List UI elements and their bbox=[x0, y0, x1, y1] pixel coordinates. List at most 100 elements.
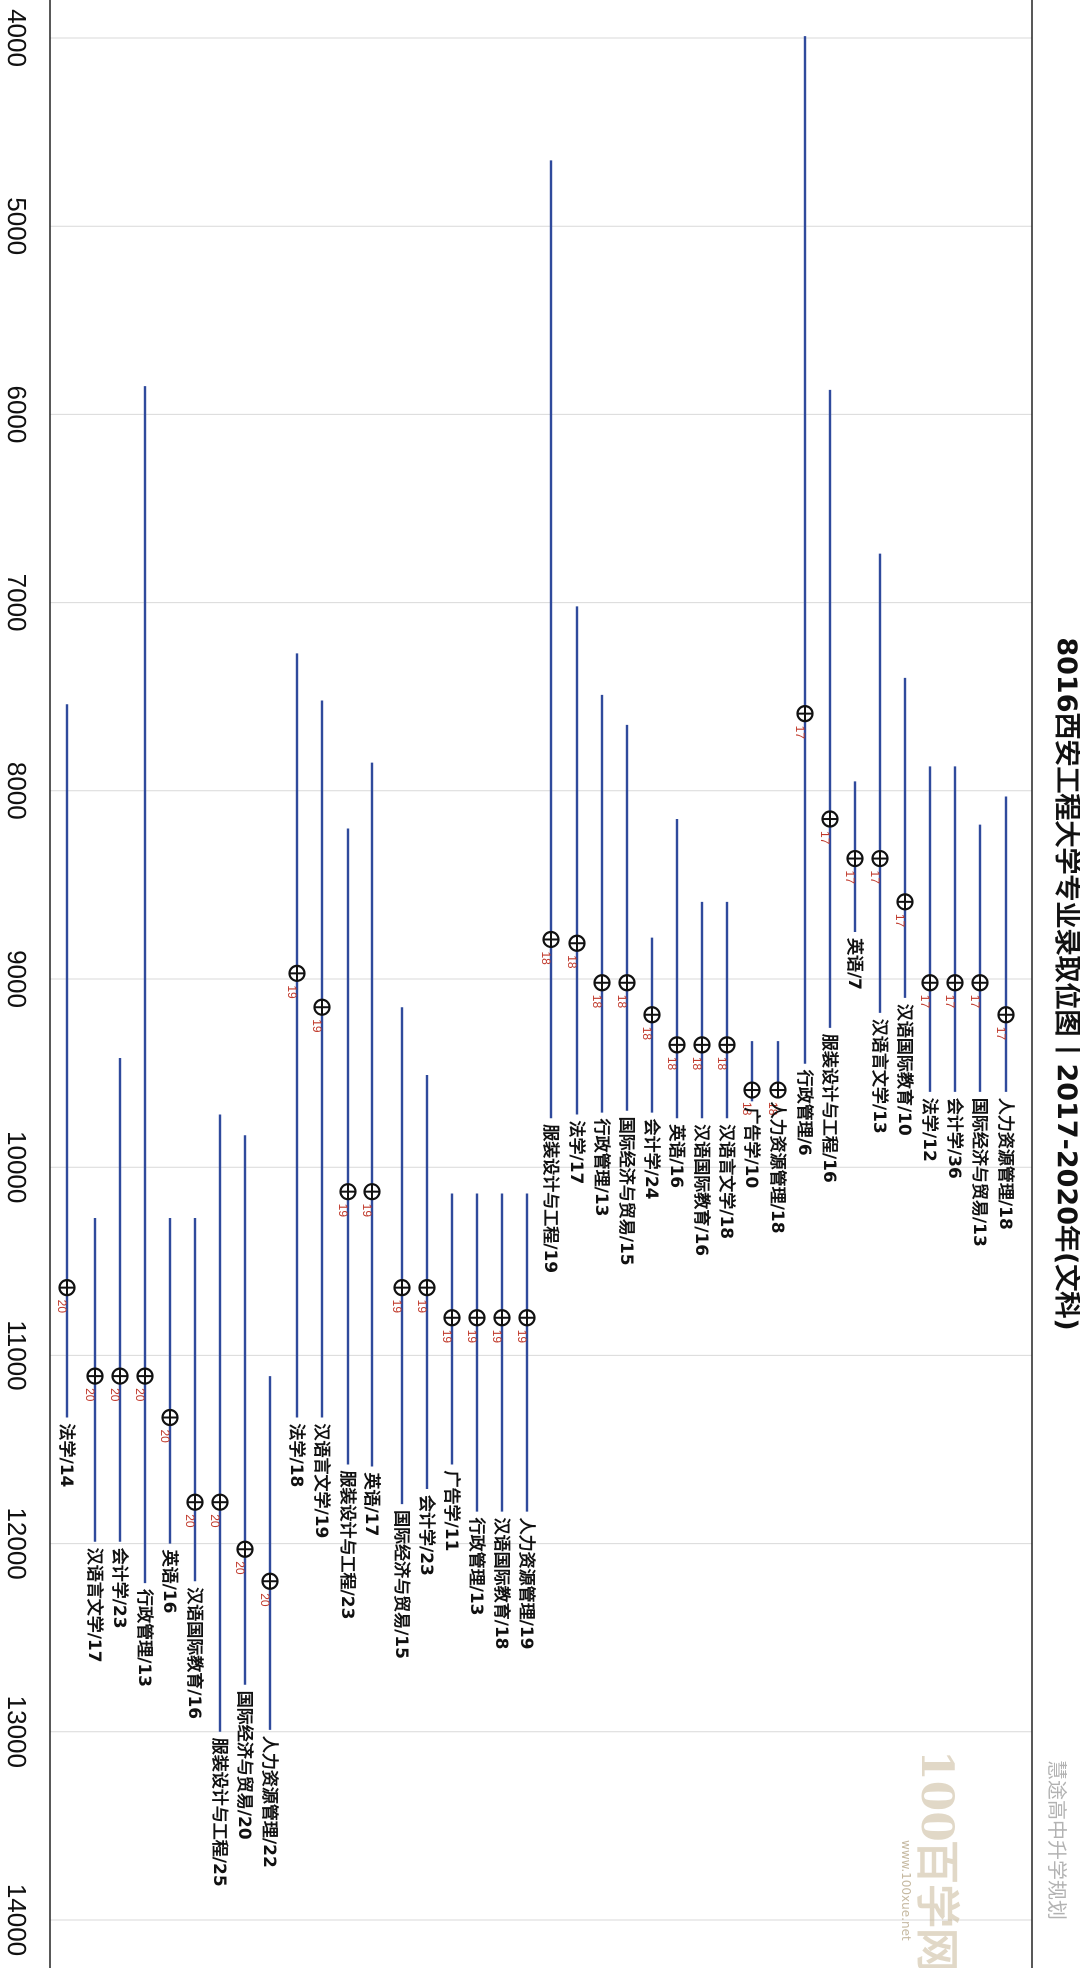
major-label: 汉语国际教育/18 bbox=[491, 1518, 512, 1650]
year-label: 19 bbox=[465, 1330, 479, 1344]
major-label: 国际经济与贸易/20 bbox=[234, 1691, 255, 1840]
series-item: 17 汉语国际教育/10 bbox=[893, 677, 915, 1136]
series-item: 17 汉语言文学/13 bbox=[868, 553, 890, 1134]
major-label: 汉语言文学/18 bbox=[716, 1124, 737, 1239]
year-label: 18 bbox=[640, 1027, 654, 1041]
tick-label: 4000 bbox=[2, 9, 32, 67]
year-label: 19 bbox=[415, 1300, 429, 1314]
series-item: 17 服装设计与工程/16 bbox=[818, 389, 840, 1183]
year-label: 20 bbox=[158, 1430, 172, 1444]
year-label: 19 bbox=[440, 1330, 454, 1344]
series-item: 18 国际经济与贸易/15 bbox=[615, 724, 637, 1266]
year-label: 18 bbox=[690, 1057, 704, 1071]
major-label: 人力资源管理/22 bbox=[259, 1736, 280, 1868]
major-label: 英语/16 bbox=[666, 1124, 687, 1188]
series-item: 19 行政管理/13 bbox=[465, 1193, 487, 1615]
year-label: 19 bbox=[490, 1330, 504, 1344]
series-item: 17 法学/12 bbox=[918, 766, 940, 1162]
series-item: 19 会计学/23 bbox=[415, 1074, 437, 1576]
value-axis-ticks: 4000 5000 6000 7000 8000 9000 10000 11000 12000 1… bbox=[2, 9, 32, 1956]
major-label: 汉语国际教育/16 bbox=[691, 1124, 712, 1256]
major-label: 会计学/23 bbox=[416, 1495, 437, 1576]
series-item: 17 人力资源管理/18 bbox=[994, 796, 1016, 1230]
year-label: 17 bbox=[918, 995, 932, 1009]
series-item: 19 广告学/11 bbox=[440, 1193, 462, 1552]
major-label: 汉语国际教育/10 bbox=[894, 1004, 915, 1136]
major-label: 国际经济与贸易/15 bbox=[391, 1510, 412, 1659]
series-item: 20 人力资源管理/22 bbox=[258, 1376, 280, 1868]
series-item: 18 法学/17 bbox=[565, 606, 587, 1184]
year-label: 17 bbox=[968, 995, 982, 1009]
tick-label: 7000 bbox=[2, 574, 32, 632]
major-label: 人力资源管理/18 bbox=[767, 1102, 788, 1234]
major-label: 汉语国际教育/16 bbox=[184, 1587, 205, 1719]
tick-label: 13000 bbox=[2, 1696, 32, 1768]
major-label: 会计学/23 bbox=[109, 1548, 130, 1629]
major-label: 广告学/11 bbox=[441, 1471, 462, 1552]
major-label: 汉语言文学/13 bbox=[869, 1019, 890, 1134]
series-item: 20 汉语国际教育/16 bbox=[183, 1218, 205, 1719]
tick-label: 11000 bbox=[2, 1320, 32, 1390]
year-label: 17 bbox=[793, 726, 807, 740]
major-label: 法学/17 bbox=[566, 1121, 587, 1185]
series-item: 20 英语/16 bbox=[158, 1218, 180, 1613]
series-item: 17 英语/7 bbox=[843, 781, 865, 990]
tick-label: 8000 bbox=[2, 762, 32, 820]
year-label: 18 bbox=[615, 995, 629, 1009]
watermark-logo-number: 100 bbox=[911, 1750, 962, 1842]
series-item: 17 行政管理/6 bbox=[793, 36, 815, 1156]
year-label: 17 bbox=[994, 1027, 1008, 1041]
series-item: 18 服装设计与工程/19 bbox=[539, 160, 561, 1273]
series-item: 20 汉语言文学/17 bbox=[83, 1218, 105, 1663]
tick-label: 9000 bbox=[2, 950, 32, 1008]
series-item: 19 人力资源管理/19 bbox=[515, 1193, 537, 1650]
major-label: 行政管理/13 bbox=[134, 1588, 155, 1687]
chart-title: 8016西安工程大学专业录取位图丨2017-2020年(文科) bbox=[1051, 637, 1080, 1330]
year-label: 20 bbox=[55, 1300, 69, 1314]
year-label: 20 bbox=[258, 1593, 272, 1607]
series-item: 18 会计学/24 bbox=[640, 937, 662, 1200]
major-label: 汉语言文学/19 bbox=[311, 1424, 332, 1539]
major-label: 服装设计与工程/25 bbox=[209, 1738, 230, 1887]
year-label: 18 bbox=[665, 1057, 679, 1071]
major-label: 服装设计与工程/23 bbox=[337, 1471, 358, 1620]
series-item: 17 会计学/36 bbox=[943, 766, 965, 1179]
series-item: 20 会计学/23 bbox=[108, 1058, 130, 1629]
major-label: 法学/12 bbox=[919, 1098, 940, 1162]
major-label: 国际经济与贸易/13 bbox=[969, 1098, 990, 1247]
series-item: 17 国际经济与贸易/13 bbox=[968, 824, 990, 1247]
year-label: 19 bbox=[360, 1204, 374, 1218]
year-label: 17 bbox=[843, 871, 857, 885]
series-item: 19 服装设计与工程/23 bbox=[336, 828, 358, 1619]
series-item: 20 法学/14 bbox=[55, 704, 77, 1488]
year-label: 17 bbox=[868, 871, 882, 885]
series-item: 19 法学/18 bbox=[285, 653, 307, 1487]
year-label: 18 bbox=[740, 1102, 754, 1116]
year-label: 18 bbox=[715, 1057, 729, 1071]
series-item: 18 行政管理/13 bbox=[590, 694, 612, 1217]
major-label: 服装设计与工程/19 bbox=[540, 1124, 561, 1273]
major-label: 英语/17 bbox=[361, 1472, 382, 1536]
series-item: 20 服装设计与工程/25 bbox=[208, 1114, 230, 1887]
major-label: 人力资源管理/19 bbox=[516, 1518, 537, 1650]
year-label: 17 bbox=[818, 831, 832, 845]
tick-label: 6000 bbox=[2, 385, 32, 443]
year-label: 19 bbox=[336, 1204, 350, 1218]
major-label: 行政管理/13 bbox=[591, 1118, 612, 1217]
series-item: 20 国际经济与贸易/20 bbox=[233, 1135, 255, 1840]
year-label: 17 bbox=[893, 914, 907, 928]
major-label: 英语/7 bbox=[844, 938, 865, 990]
year-label: 19 bbox=[515, 1330, 529, 1344]
year-label: 20 bbox=[208, 1514, 222, 1528]
year-label: 19 bbox=[390, 1300, 404, 1314]
major-label: 广告学/10 bbox=[741, 1107, 762, 1188]
year-label: 20 bbox=[133, 1388, 147, 1402]
series-item: 18 汉语国际教育/16 bbox=[690, 901, 712, 1256]
major-label: 法学/18 bbox=[286, 1424, 307, 1488]
series-item: 18 英语/16 bbox=[665, 819, 687, 1188]
major-label: 国际经济与贸易/15 bbox=[616, 1117, 637, 1266]
series-item: 19 汉语国际教育/18 bbox=[490, 1193, 512, 1650]
